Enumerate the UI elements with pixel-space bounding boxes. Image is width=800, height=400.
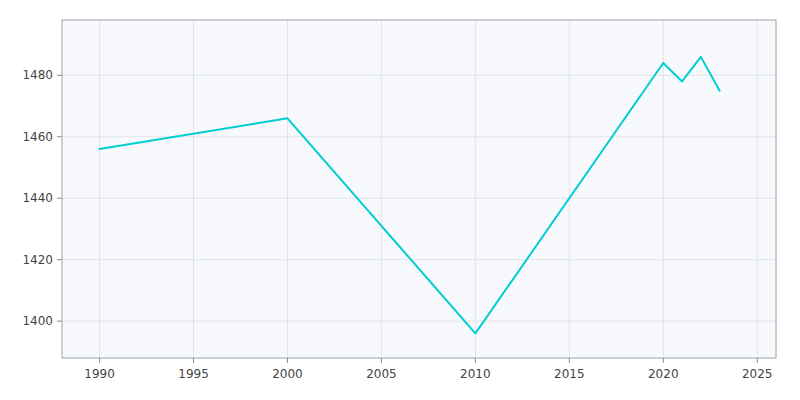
y-tick (57, 259, 62, 260)
x-tick-label: 2005 (366, 367, 397, 381)
y-tick-label: 1480 (22, 68, 53, 82)
y-tick (57, 75, 62, 76)
x-grid-line (99, 20, 100, 358)
series (100, 57, 720, 334)
y-grid-line (62, 321, 776, 322)
y-tick (57, 321, 62, 322)
y-tick (57, 198, 62, 199)
y-grid-line (62, 75, 776, 76)
x-tick-label: 1990 (84, 367, 115, 381)
y-tick-label: 1400 (22, 314, 53, 328)
x-grid-line (663, 20, 664, 358)
y-tick-label: 1440 (22, 191, 53, 205)
plot-background (62, 20, 776, 358)
x-tick (475, 358, 476, 363)
line (100, 57, 720, 334)
x-grid-line (193, 20, 194, 358)
chart-container: 1990 1995 2000 2005 2010 2015 2020 2025 1400 1420… (0, 0, 800, 400)
x-tick (757, 358, 758, 363)
grid (57, 20, 776, 363)
x-tick-label: 2015 (554, 367, 585, 381)
plot-frame (62, 20, 776, 358)
x-tick-label: 2020 (648, 367, 679, 381)
x-tick-label: 2000 (272, 367, 303, 381)
y-grid-line (62, 259, 776, 260)
x-tick-label: 2010 (460, 367, 491, 381)
x-grid-line (475, 20, 476, 358)
x-tick-label: 2025 (742, 367, 773, 381)
y-tick-label: 1460 (22, 130, 53, 144)
chart: 1990 1995 2000 2005 2010 2015 2020 2025 1400 1420… (0, 0, 800, 400)
y-tick (57, 136, 62, 137)
x-tick (663, 358, 664, 363)
x-grid-line (287, 20, 288, 358)
x-tick (193, 358, 194, 363)
y-grid-line (62, 198, 776, 199)
x-grid-line (569, 20, 570, 358)
y-tick-label: 1420 (22, 253, 53, 267)
x-tick (99, 358, 100, 363)
x-tick (381, 358, 382, 363)
x-tick (287, 358, 288, 363)
x-tick-label: 1995 (178, 367, 209, 381)
x-tick (569, 358, 570, 363)
x-grid-line (381, 20, 382, 358)
x-grid-line (757, 20, 758, 358)
tick-labels: 1990 1995 2000 2005 2010 2015 2020 2025 1400 1420… (22, 68, 772, 381)
